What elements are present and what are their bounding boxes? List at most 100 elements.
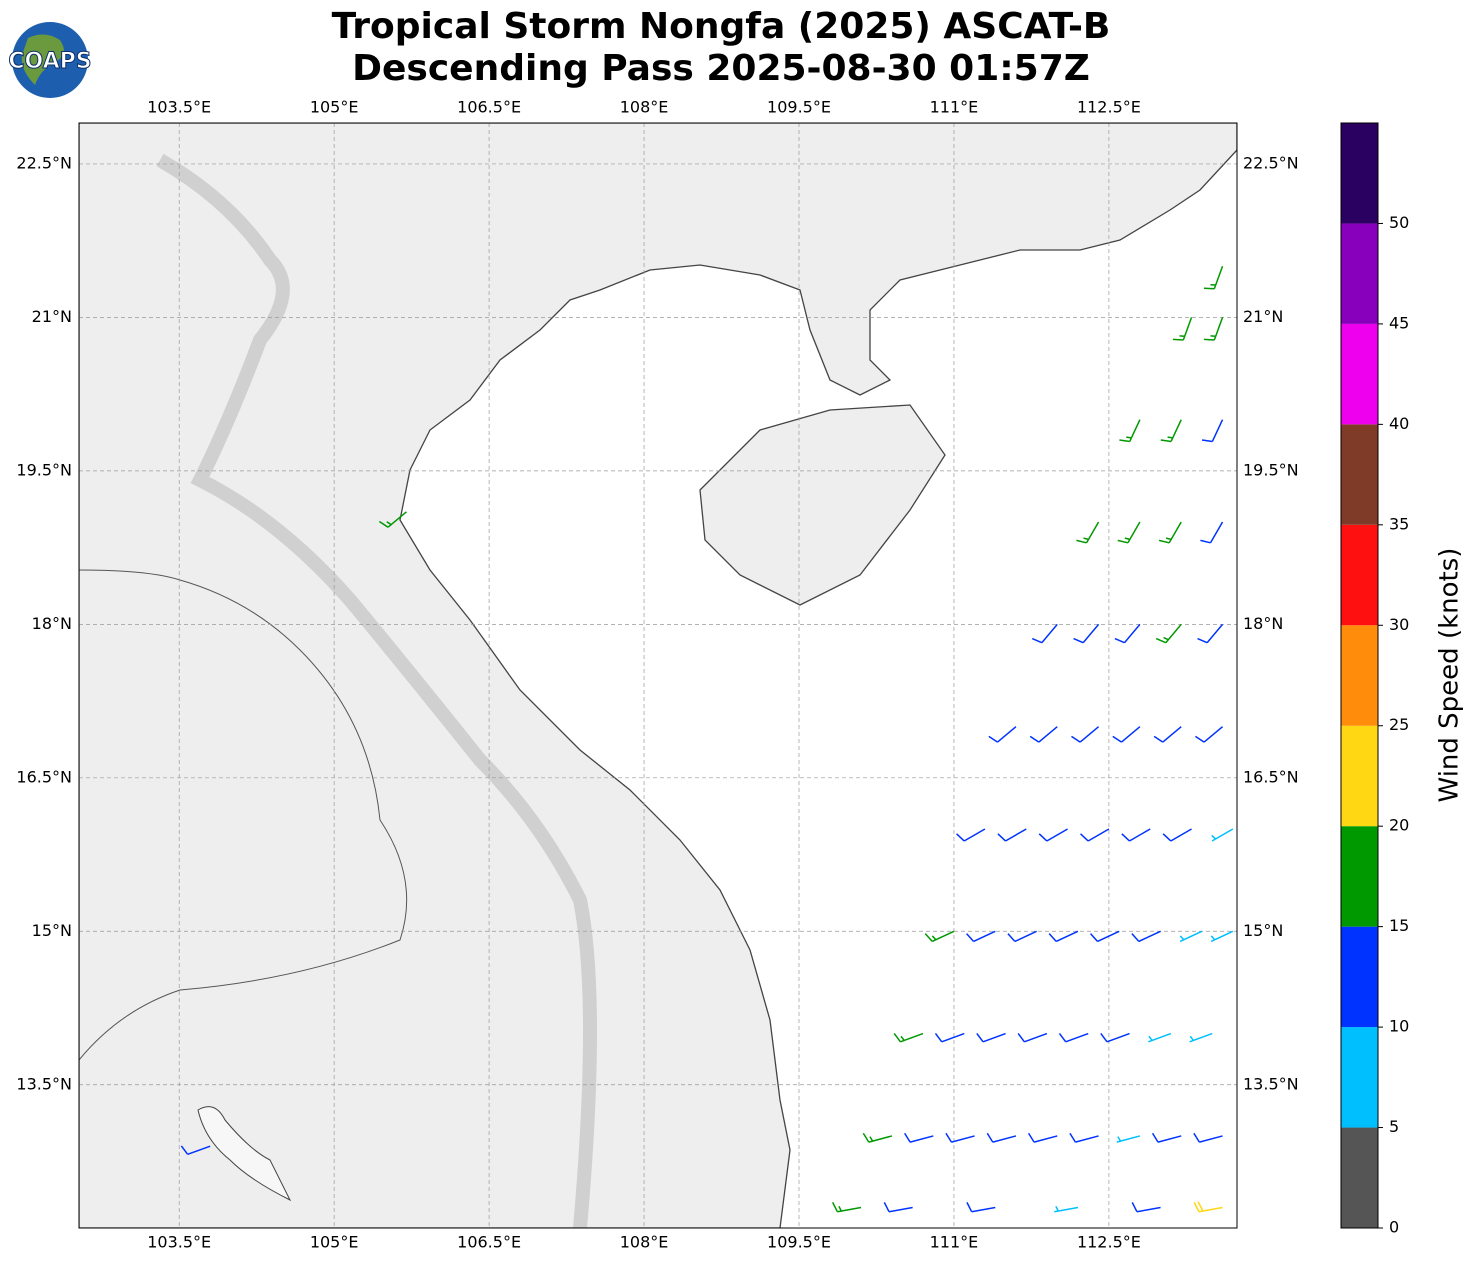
wind-barb <box>1189 1032 1213 1043</box>
x-tick-label: 109.5°E <box>767 1233 831 1252</box>
x-tick-label: 105°E <box>310 1233 359 1252</box>
logo-text: COAPS <box>8 49 91 74</box>
wind-barb <box>1155 623 1182 644</box>
wind-barb <box>1162 828 1192 842</box>
colorbar-tick-label: 40 <box>1389 414 1409 433</box>
colorbar-tick-label: 10 <box>1389 1017 1409 1036</box>
colorbar-segment <box>1341 826 1378 927</box>
border <box>79 569 408 1061</box>
x-tick-label: 103.5°E <box>147 98 211 117</box>
wind-barb <box>1117 521 1141 544</box>
colorbar-frame <box>1340 122 1379 1229</box>
colorbar-tick-label: 15 <box>1389 916 1409 935</box>
wind-barb <box>1073 623 1100 644</box>
wind-barb <box>1148 1032 1172 1043</box>
wind-barb <box>1119 419 1141 443</box>
chart-title: Tropical Storm Nongfa (2025) ASCAT-B <box>332 6 1111 47</box>
wind-barb <box>1054 1206 1079 1213</box>
wind-barb <box>1069 1132 1099 1143</box>
wind-barb <box>1080 828 1110 842</box>
wind-barb <box>956 828 986 842</box>
wind-barb <box>1007 930 1037 943</box>
wind-barb <box>1193 1201 1223 1213</box>
wind-barb <box>1197 623 1224 644</box>
x-tick-label: 106.5°E <box>457 1233 521 1252</box>
wind-barb <box>883 1202 913 1213</box>
y-tick-label: 21°N <box>32 307 72 326</box>
wind-barb <box>986 1132 1017 1143</box>
y-tick-label: 13.5°N <box>16 1074 72 1093</box>
x-tick-label: 105°E <box>310 98 359 117</box>
wind-barb <box>1100 1032 1130 1043</box>
colorbar-segment <box>1341 1027 1378 1128</box>
wind-barb <box>1116 1135 1141 1143</box>
wind-barb <box>1017 1032 1048 1043</box>
colorbar-tick-label: 25 <box>1389 715 1409 734</box>
wind-barb <box>1027 1132 1058 1143</box>
logo: COAPS <box>8 22 92 98</box>
wind-barb <box>1160 419 1182 443</box>
wind-barb <box>945 1132 975 1143</box>
wind-barb <box>934 1032 965 1043</box>
wind-barb <box>1114 623 1141 644</box>
colorbar-tick-label: 20 <box>1389 816 1409 835</box>
wind-barb <box>924 930 955 943</box>
wind-barb <box>966 930 996 943</box>
wind-barb <box>966 1202 996 1213</box>
wind-barb <box>1200 521 1224 544</box>
wind-barb <box>1058 1032 1089 1043</box>
colorbar-tick-label: 45 <box>1389 313 1409 332</box>
wind-barb <box>1203 317 1224 341</box>
wind-barb <box>378 511 407 528</box>
wind-barb <box>1179 930 1203 943</box>
wind-barb <box>1131 1202 1161 1213</box>
hainan-island <box>699 404 946 606</box>
x-tick-label: 109.5°E <box>767 98 831 117</box>
colorbar-segment <box>1341 223 1378 324</box>
x-tick-label: 111°E <box>930 98 979 117</box>
map-frame <box>78 122 1238 1229</box>
y-tick-label: 15°N <box>1243 921 1283 940</box>
y-tick-label: 18°N <box>1243 614 1283 633</box>
wind-barb <box>1029 726 1058 743</box>
x-tick-label: 108°E <box>620 1233 669 1252</box>
y-tick-label: 21°N <box>1243 307 1283 326</box>
wind-barb <box>1195 726 1224 743</box>
wind-barb <box>976 1032 1006 1043</box>
y-tick-label: 19.5°N <box>1243 460 1299 479</box>
wind-barb <box>180 1145 211 1156</box>
wind-barb <box>1089 930 1120 943</box>
wind-barb <box>997 828 1027 842</box>
colorbar-tick-label: 5 <box>1389 1117 1399 1136</box>
wind-barb <box>1038 828 1068 842</box>
colorbar-segment <box>1341 1127 1378 1228</box>
lake <box>197 1106 292 1202</box>
colorbar-tick-label: 30 <box>1389 615 1409 634</box>
y-tick-label: 16.5°N <box>1243 767 1299 786</box>
terrain <box>156 153 597 1228</box>
wind-barb <box>1158 521 1182 544</box>
ticks: 103.5°E 103.5°E 105°E 105°E 106.5°E 106.5°E 10… <box>16 98 1298 1252</box>
wind-barb <box>1203 265 1224 290</box>
colorbar-segment <box>1341 926 1378 1028</box>
x-tick-label: 112.5°E <box>1077 1233 1141 1252</box>
wind-barb <box>1031 623 1058 644</box>
wind-barb <box>831 1202 862 1213</box>
colorbar-segment <box>1341 725 1378 827</box>
colorbar-tick-label: 0 <box>1389 1218 1399 1237</box>
wind-barb <box>1112 726 1141 743</box>
wind-barb <box>1193 1132 1223 1143</box>
wind-barb <box>1048 930 1079 943</box>
grid <box>79 123 1237 1228</box>
y-tick-label: 13.5°N <box>1243 1074 1299 1093</box>
wind-barb <box>988 726 1017 743</box>
x-tick-label: 108°E <box>620 98 669 117</box>
colorbar-segment <box>1341 123 1378 224</box>
colorbar-segment <box>1341 424 1378 525</box>
wind-barb <box>903 1132 934 1143</box>
x-tick-label: 112.5°E <box>1077 98 1141 117</box>
wind-barb <box>1201 419 1224 443</box>
y-tick-label: 22.5°N <box>1243 153 1299 172</box>
colorbar: 0 5 10 15 20 25 30 35 40 45 50 <box>1341 123 1409 1237</box>
colorbar-segment <box>1341 323 1378 425</box>
